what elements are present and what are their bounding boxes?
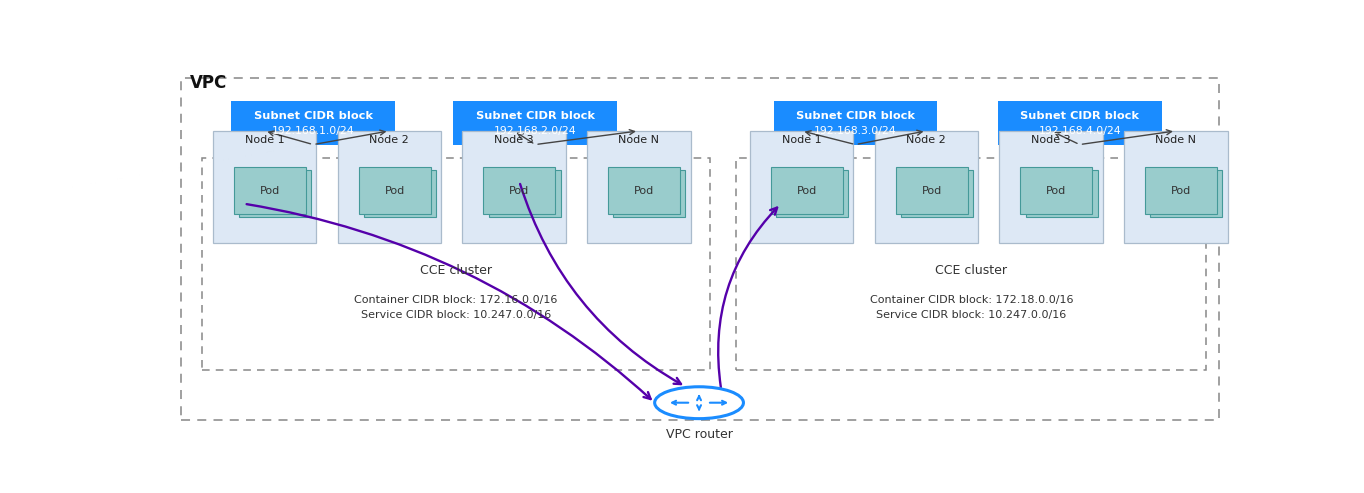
Text: 192.168.4.0/24: 192.168.4.0/24: [1038, 127, 1121, 137]
Bar: [488, 170, 561, 217]
Text: Node N: Node N: [618, 136, 659, 145]
Text: Node 3: Node 3: [494, 136, 533, 145]
Text: Pod: Pod: [1170, 186, 1191, 196]
Text: Service CIDR block: 10.247.0.0/16: Service CIDR block: 10.247.0.0/16: [876, 311, 1067, 320]
Circle shape: [655, 387, 743, 419]
Text: VPC: VPC: [190, 74, 226, 92]
Bar: [776, 170, 848, 217]
Text: Pod: Pod: [634, 186, 655, 196]
FancyArrowPatch shape: [520, 184, 681, 384]
Bar: [213, 131, 316, 243]
Text: VPC router: VPC router: [666, 428, 732, 441]
Bar: [902, 170, 973, 217]
Bar: [737, 158, 1207, 370]
Bar: [1124, 131, 1228, 243]
Bar: [453, 101, 617, 144]
Text: Node 3: Node 3: [1031, 136, 1071, 145]
Bar: [483, 167, 555, 214]
FancyArrowPatch shape: [247, 204, 651, 399]
Bar: [359, 167, 431, 214]
Text: Node 2: Node 2: [370, 136, 409, 145]
Text: Container CIDR block: 172.18.0.0/16: Container CIDR block: 172.18.0.0/16: [869, 295, 1073, 305]
Text: Node 1: Node 1: [244, 136, 285, 145]
Bar: [1000, 131, 1103, 243]
Text: Pod: Pod: [259, 186, 280, 196]
Text: Subnet CIDR block: Subnet CIDR block: [254, 111, 372, 121]
Bar: [1146, 167, 1217, 214]
Text: Container CIDR block: 172.16.0.0/16: Container CIDR block: 172.16.0.0/16: [355, 295, 558, 305]
Text: 192.168.3.0/24: 192.168.3.0/24: [814, 127, 896, 137]
Bar: [750, 131, 854, 243]
Text: 192.168.1.0/24: 192.168.1.0/24: [271, 127, 355, 137]
FancyArrowPatch shape: [719, 208, 777, 387]
Bar: [1026, 170, 1098, 217]
Text: Node N: Node N: [1155, 136, 1196, 145]
Text: Subnet CIDR block: Subnet CIDR block: [1020, 111, 1139, 121]
Text: Pod: Pod: [1046, 186, 1067, 196]
Bar: [232, 101, 396, 144]
Bar: [202, 158, 709, 370]
Bar: [997, 101, 1162, 144]
Bar: [1020, 167, 1093, 214]
Text: 192.168.2.0/24: 192.168.2.0/24: [494, 127, 577, 137]
Text: Pod: Pod: [385, 186, 405, 196]
Bar: [239, 170, 311, 217]
Text: Pod: Pod: [797, 186, 817, 196]
Bar: [608, 167, 681, 214]
Text: Pod: Pod: [509, 186, 529, 196]
Bar: [337, 131, 441, 243]
Bar: [587, 131, 690, 243]
Bar: [364, 170, 436, 217]
Text: CCE cluster: CCE cluster: [936, 264, 1007, 277]
Bar: [614, 170, 685, 217]
Bar: [462, 131, 566, 243]
Text: CCE cluster: CCE cluster: [420, 264, 492, 277]
Bar: [235, 167, 306, 214]
Text: Subnet CIDR block: Subnet CIDR block: [797, 111, 915, 121]
Bar: [773, 101, 937, 144]
Text: Service CIDR block: 10.247.0.0/16: Service CIDR block: 10.247.0.0/16: [361, 311, 551, 320]
Bar: [771, 167, 843, 214]
Text: Node 1: Node 1: [782, 136, 821, 145]
Bar: [1150, 170, 1222, 217]
Bar: [896, 167, 967, 214]
Text: Pod: Pod: [922, 186, 941, 196]
Bar: [874, 131, 978, 243]
Text: Subnet CIDR block: Subnet CIDR block: [476, 111, 595, 121]
Text: Node 2: Node 2: [907, 136, 947, 145]
